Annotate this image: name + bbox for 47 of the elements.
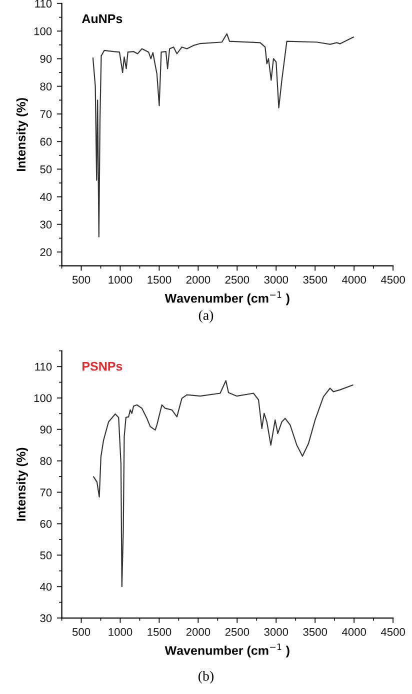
- x-tick-label: 1500: [148, 276, 172, 284]
- x-tick-label: 4500: [380, 276, 405, 284]
- x-tick-label: 2500: [225, 628, 250, 636]
- y-tick-label: 70: [40, 110, 52, 118]
- x-tick-label: 4000: [342, 628, 366, 636]
- line-series: [93, 380, 354, 588]
- x-tick-label: 500: [72, 276, 90, 284]
- x-tick-label: 3000: [264, 276, 288, 284]
- y-tick-label: 70: [40, 488, 52, 496]
- y-tick-label: 20: [40, 248, 52, 256]
- text: AuNPs: [82, 14, 122, 24]
- y-tick-label: 60: [40, 520, 52, 528]
- y-tick-label: 80: [40, 82, 52, 90]
- y-tick-label: 90: [40, 54, 52, 63]
- x-tick-label: 2000: [186, 628, 210, 636]
- y-tick-label: 50: [40, 551, 52, 560]
- x-axis-title: Wavenumber (cm$^{−1}$ ): [164, 644, 290, 658]
- x-tick-label: 1000: [108, 276, 132, 284]
- text: (b): [198, 670, 214, 684]
- text: (a): [198, 310, 214, 323]
- y-tick-label: 100: [34, 27, 52, 36]
- x-tick-label: 3000: [264, 628, 288, 636]
- y-tick-label: 110: [35, 0, 52, 8]
- x-tick-label: 4500: [380, 628, 405, 636]
- text: PSNPs: [82, 362, 122, 371]
- y-tick-label: 100: [34, 394, 52, 402]
- x-tick-label: 500: [72, 628, 90, 636]
- y-tick-label: 90: [40, 426, 52, 434]
- line-series: [92, 33, 354, 238]
- y-tick-label: 30: [40, 220, 52, 229]
- x-tick-label: 2000: [186, 276, 210, 284]
- x-tick-label: 2500: [225, 276, 250, 284]
- y-tick-label: 40: [40, 582, 52, 591]
- y-tick-label: 80: [40, 457, 52, 465]
- y-tick-label: 50: [40, 165, 52, 174]
- y-tick-label: 110: [35, 362, 52, 371]
- y-tick-label: 30: [40, 614, 52, 622]
- x-axis-title: Wavenumber (cm$^{−1}$ ): [164, 291, 290, 306]
- y-tick-label: 40: [40, 193, 52, 201]
- y-axis-title: Intensity (%): [16, 448, 28, 521]
- x-tick-label: 1500: [148, 628, 172, 636]
- x-tick-label: 1000: [108, 628, 132, 636]
- x-tick-label: 4000: [342, 276, 366, 284]
- y-tick-label: 60: [40, 138, 52, 146]
- x-tick-label: 3500: [303, 276, 328, 284]
- y-axis-title: Intensity (%): [16, 98, 28, 171]
- x-tick-label: 3500: [303, 628, 328, 636]
